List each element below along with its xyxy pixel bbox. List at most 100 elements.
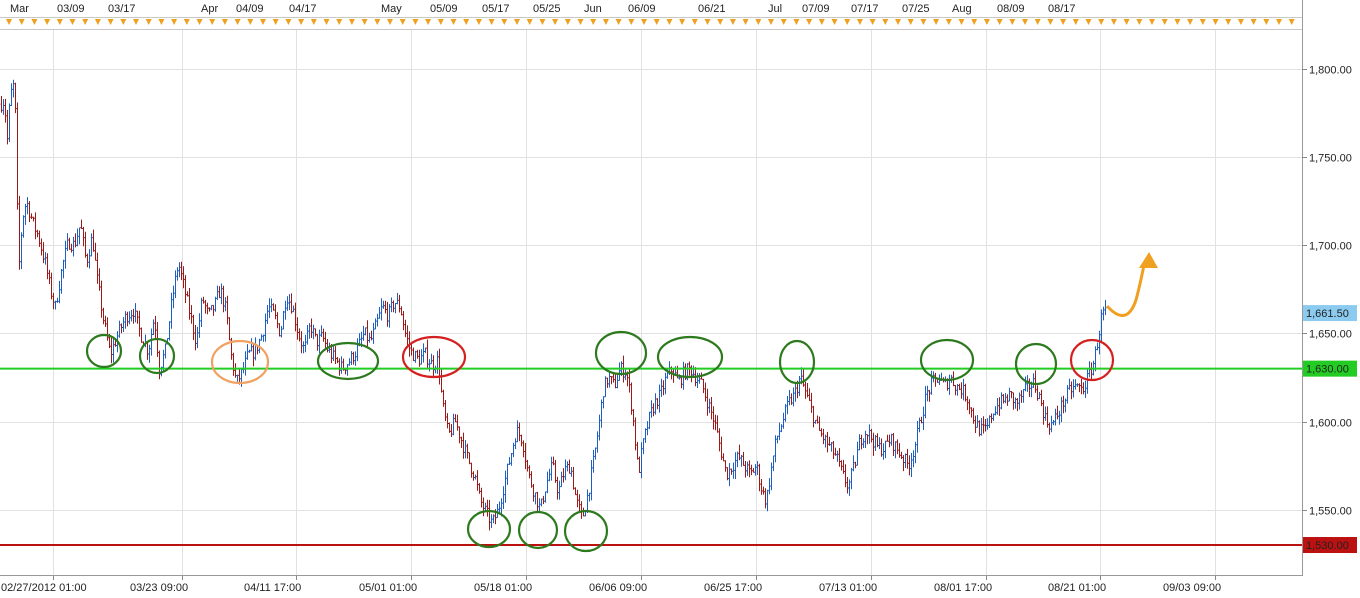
date-marker xyxy=(818,19,825,25)
date-marker xyxy=(704,19,711,25)
date-marker xyxy=(1110,19,1117,25)
date-marker xyxy=(971,19,978,25)
date-marker xyxy=(234,19,241,25)
top-date-label: 06/21 xyxy=(698,3,726,15)
date-marker xyxy=(348,19,355,25)
time-tick-label: 03/23 09:00 xyxy=(130,582,188,594)
date-marker xyxy=(336,19,343,25)
last-price-tag: 1,661.50 xyxy=(1303,305,1357,322)
date-marker xyxy=(425,19,432,25)
time-tick-label: 06/25 17:00 xyxy=(704,582,762,594)
date-marker xyxy=(628,19,635,25)
date-marker xyxy=(323,19,330,25)
date-marker xyxy=(933,19,940,25)
annotation-circles xyxy=(85,330,1115,553)
date-marker xyxy=(882,19,889,25)
date-marker xyxy=(298,19,305,25)
top-date-label: 04/09 xyxy=(236,3,264,15)
time-tick-label: 02/27/2012 01:00 xyxy=(1,582,87,594)
time-axis: 02/27/2012 01:00 03/23 09:00 04/11 17:00 05… xyxy=(1,576,1221,594)
candlestick-series xyxy=(0,79,1107,531)
date-marker xyxy=(82,19,89,25)
date-marker xyxy=(488,19,495,25)
date-marker xyxy=(56,19,63,25)
date-marker xyxy=(1136,19,1143,25)
date-marker xyxy=(69,19,76,25)
time-tick-label: 07/13 01:00 xyxy=(819,582,877,594)
date-marker xyxy=(1250,19,1257,25)
date-marker xyxy=(475,19,482,25)
green-annotation-circle xyxy=(563,509,609,553)
top-date-label: 06/09 xyxy=(628,3,656,15)
date-marker xyxy=(920,19,927,25)
date-marker xyxy=(1085,19,1092,25)
date-marker xyxy=(1072,19,1079,25)
top-date-ruler: Mar 03/09 03/17 Apr 04/09 04/17 May 05/09 05/17 0… xyxy=(0,0,1302,30)
date-marker xyxy=(1149,19,1155,25)
green-annotation-circle xyxy=(316,341,380,381)
top-date-label: 03/09 xyxy=(57,3,85,15)
date-marker xyxy=(94,19,101,25)
date-marker xyxy=(717,19,724,25)
date-marker xyxy=(577,19,584,25)
top-date-label: Jun xyxy=(584,3,602,15)
green-annotation-circle xyxy=(466,509,512,549)
green-annotation-circle xyxy=(778,339,816,385)
date-marker xyxy=(793,19,800,25)
price-tick-label: 1,650.00 xyxy=(1309,329,1352,341)
time-tick-label: 04/11 17:00 xyxy=(244,582,301,594)
date-marker xyxy=(1263,19,1270,25)
top-date-label: 05/09 xyxy=(430,3,458,15)
last-price-label: 1,661.50 xyxy=(1306,308,1349,320)
date-marker xyxy=(653,19,660,25)
date-marker xyxy=(463,19,470,25)
price-tick-label: 1,600.00 xyxy=(1309,418,1352,430)
top-date-label: 07/17 xyxy=(851,3,879,15)
top-date-label: 05/17 xyxy=(482,3,510,15)
date-marker xyxy=(602,19,609,25)
date-marker xyxy=(666,19,673,25)
gridlines xyxy=(0,30,1302,575)
date-marker xyxy=(285,19,292,25)
date-marker xyxy=(133,19,139,25)
date-marker xyxy=(437,19,444,25)
date-marker xyxy=(1212,19,1219,25)
price-axis: 1,800.00 1,750.00 1,700.00 1,650.00 1,600.00… xyxy=(1302,65,1352,518)
price-tick-label: 1,700.00 xyxy=(1309,241,1352,253)
time-tick-label: 08/21 01:00 xyxy=(1048,582,1106,594)
date-marker xyxy=(158,19,165,25)
date-marker xyxy=(260,19,266,25)
resistance-tag: 1,630.00 xyxy=(1303,360,1357,377)
top-date-label: 08/17 xyxy=(1048,3,1076,15)
price-tick-label: 1,800.00 xyxy=(1309,65,1352,77)
top-date-label: 04/17 xyxy=(289,3,317,15)
date-marker xyxy=(1174,19,1181,25)
date-marker xyxy=(107,19,114,25)
date-marker xyxy=(539,19,546,25)
time-tick-label: 05/18 01:00 xyxy=(474,582,532,594)
date-marker xyxy=(780,19,787,25)
date-marker xyxy=(806,19,813,25)
top-date-label: 03/17 xyxy=(108,3,136,15)
green-annotation-circle xyxy=(85,333,123,369)
date-marker xyxy=(209,19,216,25)
date-marker xyxy=(907,19,914,25)
date-marker xyxy=(869,19,876,25)
orange-annotation-circle xyxy=(210,339,270,385)
date-marker xyxy=(361,19,368,25)
top-date-label: Aug xyxy=(952,3,972,15)
date-marker xyxy=(1123,19,1130,25)
date-marker xyxy=(1187,19,1194,25)
time-tick-label: 05/01 01:00 xyxy=(359,582,417,594)
date-marker xyxy=(945,19,952,25)
time-tick-label: 09/03 09:00 xyxy=(1163,582,1221,594)
date-marker xyxy=(31,19,38,25)
date-marker xyxy=(590,19,597,25)
date-marker xyxy=(641,19,647,25)
date-marker xyxy=(272,19,279,25)
plot-area xyxy=(0,30,1302,575)
top-date-label: 07/25 xyxy=(902,3,930,15)
date-marker xyxy=(44,19,51,25)
green-annotation-circle xyxy=(517,510,559,550)
top-date-label: 05/25 xyxy=(533,3,561,15)
